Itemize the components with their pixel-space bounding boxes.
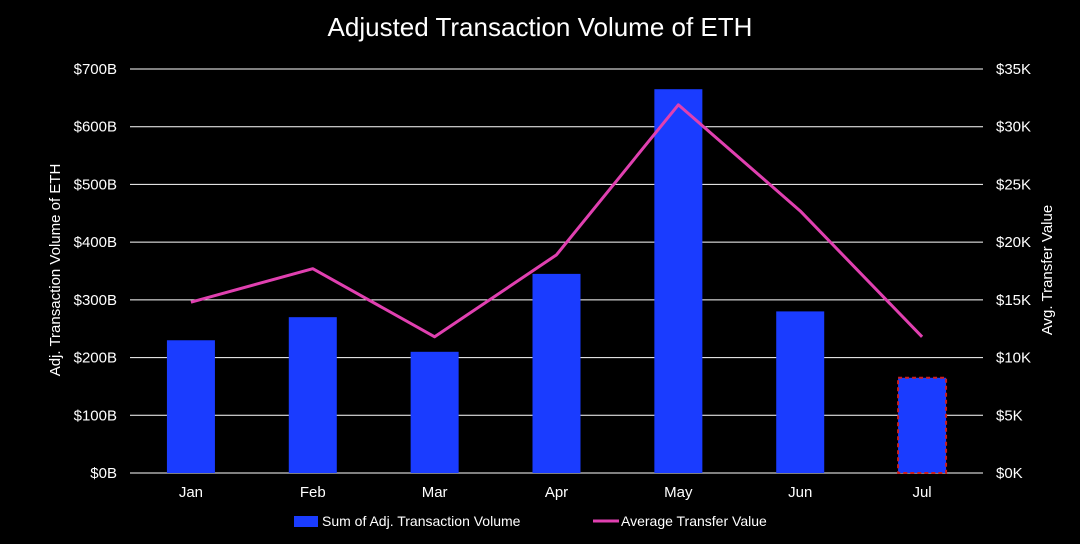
bar — [410, 351, 459, 473]
left-axis-ticks: $0B $100B $200B $300B $400B $500B $600B $700B — [74, 61, 117, 482]
y2-axis-label: Avg. Transfer Value — [1039, 205, 1056, 335]
y-tick-label: $700B — [74, 61, 117, 78]
legend-bar-label: Sum of Adj. Transaction Volume — [322, 513, 521, 529]
y-tick-label: $100B — [74, 407, 117, 424]
x-tick-label: Jan — [179, 484, 203, 501]
x-tick-label: Apr — [545, 484, 568, 501]
y-tick-label: $400B — [74, 234, 117, 251]
bar — [776, 311, 825, 473]
series-line — [190, 103, 924, 339]
x-tick-label: Jul — [912, 484, 931, 501]
y-tick-label: $500B — [74, 176, 117, 193]
line-series — [190, 103, 924, 339]
x-tick-label: Mar — [422, 484, 448, 501]
bar — [654, 89, 703, 473]
y2-tick-label: $5K — [996, 407, 1023, 424]
legend-line-label: Average Transfer Value — [621, 513, 767, 529]
x-tick-label: Jun — [788, 484, 812, 501]
x-tick-label: May — [664, 484, 693, 501]
x-axis-ticks: Jan Feb Mar Apr May Jun Jul — [179, 484, 932, 501]
bar-series — [166, 89, 948, 474]
bar — [288, 317, 337, 473]
chart-title: Adjusted Transaction Volume of ETH — [328, 12, 753, 42]
y2-tick-label: $20K — [996, 234, 1031, 251]
legend: Sum of Adj. Transaction Volume Average T… — [294, 513, 767, 529]
y2-tick-label: $30K — [996, 119, 1031, 136]
right-axis-ticks: $0K $5K $10K $15K $20K $25K $30K $35K — [996, 61, 1031, 482]
y2-tick-label: $25K — [996, 176, 1031, 193]
y-tick-label: $200B — [74, 350, 117, 367]
y2-tick-label: $15K — [996, 292, 1031, 309]
bar-highlighted — [897, 376, 948, 474]
legend-bar-swatch — [294, 516, 318, 527]
bar — [532, 273, 581, 473]
y-axis-label: Adj. Transaction Volume of ETH — [47, 164, 64, 377]
y-tick-label: $600B — [74, 119, 117, 136]
y2-tick-label: $10K — [996, 350, 1031, 367]
y-tick-label: $0B — [90, 465, 117, 482]
y2-tick-label: $0K — [996, 465, 1023, 482]
y2-tick-label: $35K — [996, 61, 1031, 78]
bar — [166, 340, 215, 473]
y-tick-label: $300B — [74, 292, 117, 309]
x-tick-label: Feb — [300, 484, 326, 501]
